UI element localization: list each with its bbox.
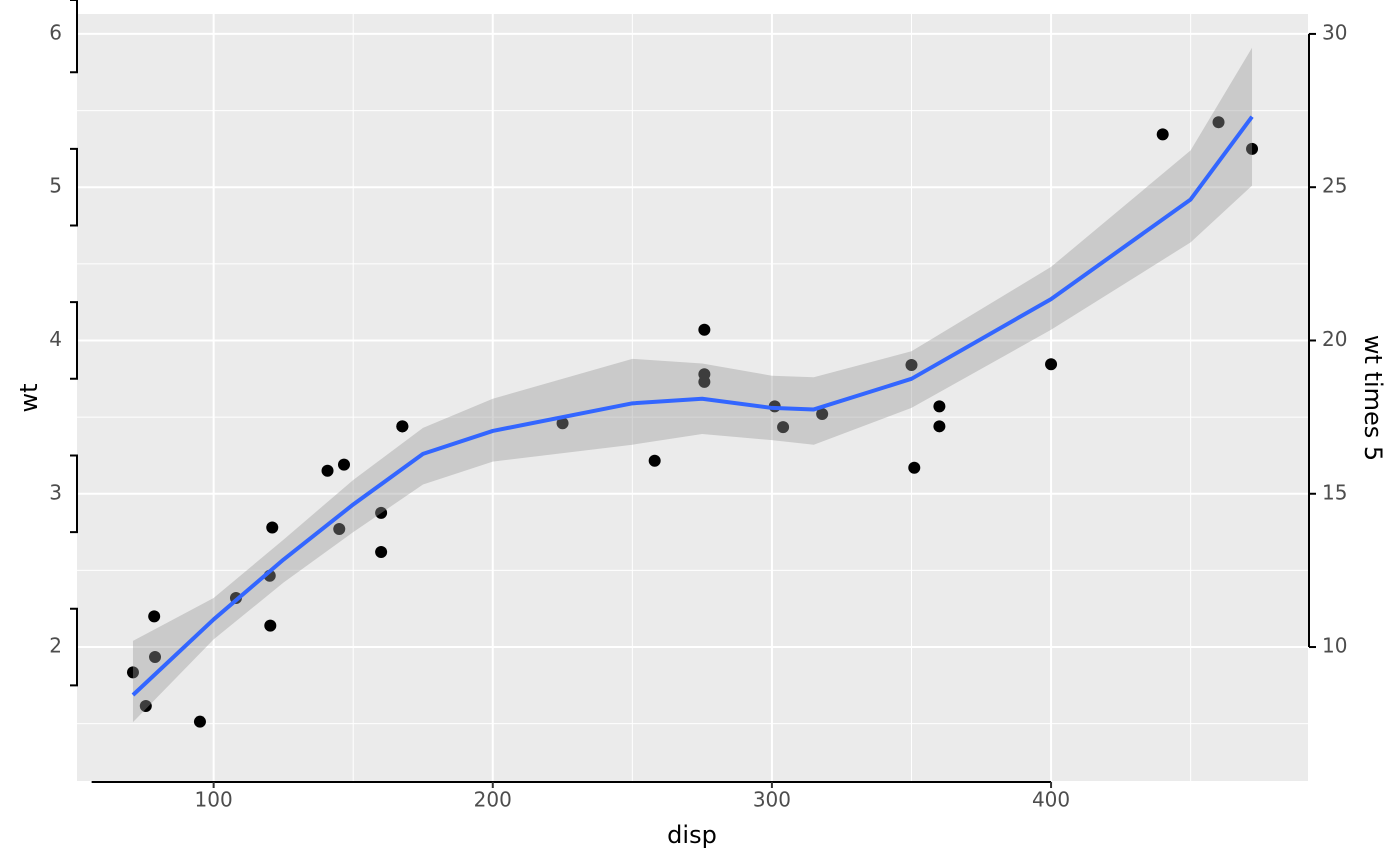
y-tick-label: 3 [49,480,62,504]
point [698,323,711,336]
point [148,610,161,623]
point [1246,142,1259,155]
point [648,454,661,467]
y-tick-bracket [70,607,78,687]
point [933,400,946,413]
y-tick-bracket [70,454,78,534]
point [777,421,790,434]
x-tick-label: 400 [1032,788,1070,812]
y2-tick-label: 20 [1322,327,1347,351]
point [375,546,388,559]
y-tick-bracket [70,301,78,380]
y2-tick-label: 15 [1322,480,1347,504]
point [698,368,711,381]
point [556,417,569,430]
point [908,461,921,474]
point [266,521,279,534]
point [139,700,152,713]
marks [126,47,1259,728]
x-tick-label: 300 [753,788,791,812]
smooth-line [131,115,1254,697]
y2-tick-label: 10 [1322,634,1347,658]
x-tick-label: 100 [195,788,233,812]
point [337,458,350,471]
point [375,506,388,519]
y-tick-bracket [70,147,78,227]
grid [77,14,1308,781]
point [193,715,206,728]
y-tick-bracket [70,0,78,74]
point [396,420,409,433]
point [905,359,918,372]
y-tick-label: 4 [49,327,62,351]
point [333,523,346,536]
point [1212,116,1225,129]
y2-tick-label: 25 [1322,174,1347,198]
confidence-band [132,47,1253,723]
point [1045,358,1058,371]
x-tick-label: 200 [474,788,512,812]
axes: 100 200 300 400 2 3 4 5 6 10 15 20 25 30 [49,0,1347,812]
point [321,464,334,477]
point [816,408,829,421]
y-tick-label: 5 [49,174,62,198]
point [933,420,946,433]
y-tick-label: 6 [49,20,62,44]
point [149,650,162,663]
y2-axis-title: wt times 5 [1359,335,1387,461]
point [1156,128,1169,141]
point [126,666,139,679]
x-axis-title: disp [667,821,717,849]
y2-tick-label: 30 [1322,20,1347,44]
y-tick-label: 2 [49,634,62,658]
y-axis-title: wt [15,383,43,412]
point [264,619,277,632]
